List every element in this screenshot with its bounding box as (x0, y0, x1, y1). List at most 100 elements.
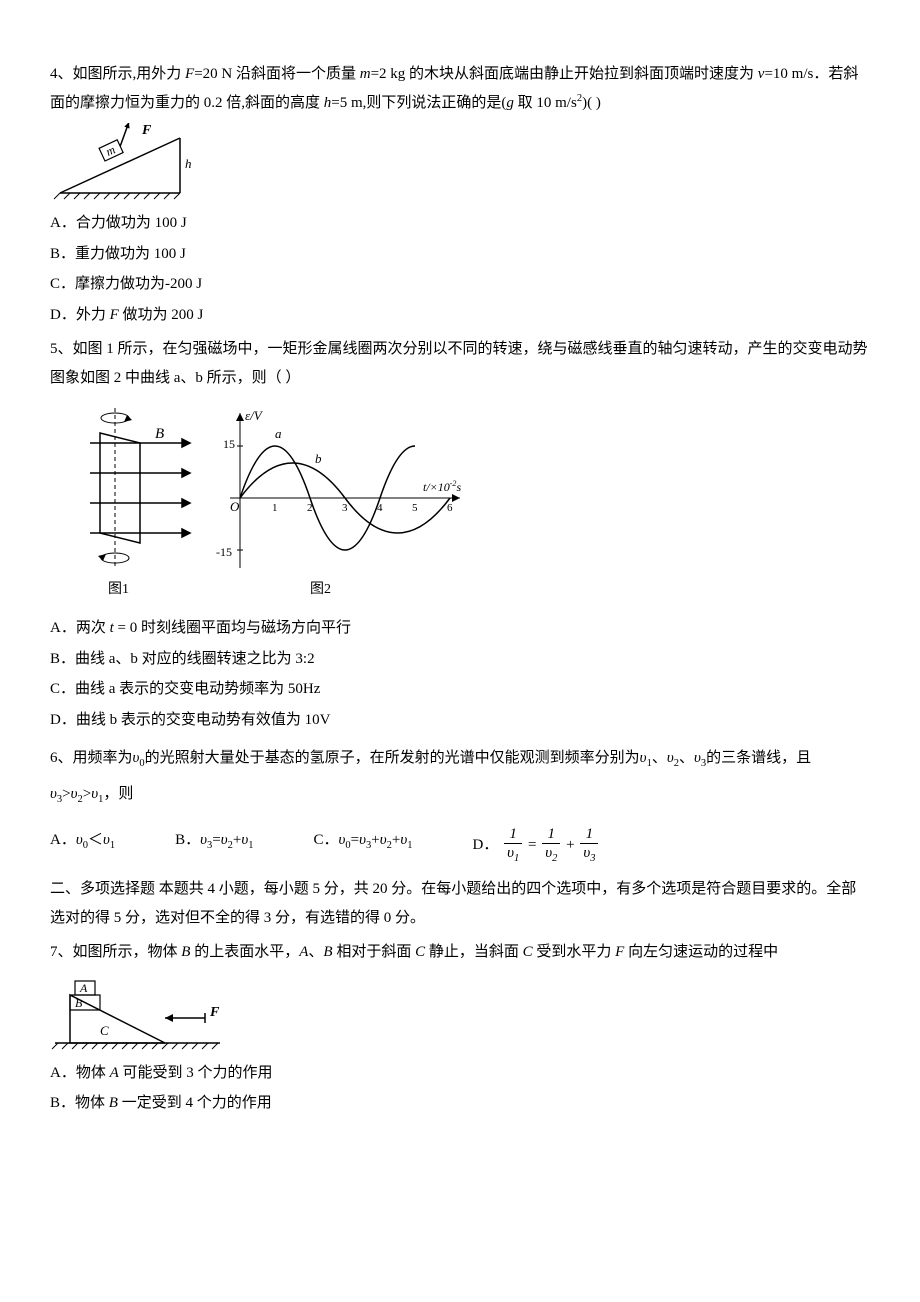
text: A．两次 (50, 620, 110, 636)
text: = 0 时刻线圈平面均与磁场方向平行 (114, 620, 351, 636)
option-D: D．曲线 b 表示的交变电动势有效值为 10V (50, 706, 870, 735)
text: 相对于斜面 (333, 944, 416, 960)
den: υ3 (580, 844, 598, 866)
text: 取 10 m/s (514, 95, 577, 111)
svg-text:B: B (155, 426, 164, 442)
var: υ (640, 750, 647, 766)
option-B: B．曲线 a、b 对应的线圈转速之比为 3:2 (50, 645, 870, 674)
svg-text:-15: -15 (216, 545, 232, 559)
text: D．外力 (50, 307, 110, 323)
svg-text:5: 5 (412, 502, 418, 514)
var: υ (50, 786, 57, 802)
text: )( ) (582, 95, 601, 111)
svg-text:6: 6 (447, 502, 453, 514)
svg-text:F: F (209, 1005, 220, 1020)
text: A． (50, 832, 76, 848)
question-4: 4、如图所示,用外力 F=20 N 沿斜面将一个质量 m=2 kg 的木块从斜面… (50, 60, 870, 329)
text: D． (473, 837, 499, 853)
q7-stem: 7、如图所示，物体 B 的上表面水平，A、B 相对于斜面 C 静止，当斜面 C … (50, 938, 870, 967)
option-C: C．曲线 a 表示的交变电动势频率为 50Hz (50, 675, 870, 704)
text: 7、如图所示，物体 (50, 944, 181, 960)
text: > (83, 786, 91, 802)
var: υ (103, 832, 110, 848)
option-C: C．υ0=υ3+υ2+υ1 (314, 826, 413, 865)
var: υ (76, 832, 83, 848)
svg-text:A: A (79, 981, 88, 995)
var: υ (71, 786, 78, 802)
option-D: D． 1υ1 = 1υ2 + 1υ3 (473, 826, 601, 865)
text: 一定受到 4 个力的作用 (118, 1095, 272, 1111)
option-D: D．外力 F 做功为 200 J (50, 301, 870, 330)
var-m: m (360, 66, 371, 82)
option-A: A．υ0＜υ1 (50, 826, 115, 865)
question-5: 5、如图 1 所示，在匀强磁场中，一矩形金属线圈两次分别以不同的转速，绕与磁感线… (50, 335, 870, 734)
var: υ (200, 832, 207, 848)
var: B (109, 1095, 118, 1111)
svg-text:t/×10-2s: t/×10-2s (423, 479, 461, 494)
rel: ＜ (88, 832, 103, 848)
text: 做功为 200 J (119, 307, 204, 323)
q5-options: A．两次 t = 0 时刻线圈平面均与磁场方向平行 B．曲线 a、b 对应的线圈… (50, 614, 870, 734)
svg-text:C: C (100, 1023, 109, 1038)
num: 1 (542, 826, 560, 844)
q4-figure: m F h (50, 123, 870, 203)
text: =20 N 沿斜面将一个质量 (194, 66, 360, 82)
q5-stem: 5、如图 1 所示，在匀强磁场中，一矩形金属线圈两次分别以不同的转速，绕与磁感线… (50, 335, 870, 392)
text: 向左匀速运动的过程中 (624, 944, 778, 960)
svg-text:2: 2 (307, 502, 313, 514)
eq: = (528, 837, 536, 853)
eq: = (351, 832, 359, 848)
var: C (523, 944, 533, 960)
q4-stem: 4、如图所示,用外力 F=20 N 沿斜面将一个质量 m=2 kg 的木块从斜面… (50, 60, 870, 117)
text: =2 kg 的木块从斜面底端由静止开始拉到斜面顶端时速度为 (371, 66, 758, 82)
var: υ (221, 832, 228, 848)
q4-options: A．合力做功为 100 J B．重力做功为 100 J C．摩擦力做功为-200… (50, 209, 870, 329)
text: A．物体 (50, 1065, 110, 1081)
q7-options: A．物体 A 可能受到 3 个力的作用 B．物体 B 一定受到 4 个力的作用 (50, 1059, 870, 1118)
var: υ (694, 750, 701, 766)
text: C． (314, 832, 339, 848)
text: > (62, 786, 70, 802)
question-7: 7、如图所示，物体 B 的上表面水平，A、B 相对于斜面 C 静止，当斜面 C … (50, 938, 870, 1118)
q6-stem: 6、用频率为υ0的光照射大量处于基态的氢原子，在所发射的光谱中仅能观测到频率分别… (50, 740, 870, 812)
option-A: A．物体 A 可能受到 3 个力的作用 (50, 1059, 870, 1088)
num: 1 (580, 826, 598, 844)
svg-text:ε/V: ε/V (245, 408, 264, 423)
text: 、 (308, 944, 323, 960)
text: B． (175, 832, 200, 848)
var: υ (359, 832, 366, 848)
eq: = (212, 832, 220, 848)
text: 受到水平力 (533, 944, 616, 960)
section-2-heading: 二、多项选择题 本题共 4 小题，每小题 5 分，共 20 分。在每小题给出的四… (50, 875, 870, 932)
var-F: F (185, 66, 194, 82)
var: υ (667, 750, 674, 766)
label-h: h (185, 156, 192, 171)
text: B．物体 (50, 1095, 109, 1111)
var: A (299, 944, 308, 960)
svg-text:O: O (230, 499, 240, 514)
den: υ2 (542, 844, 560, 866)
option-A: A．合力做功为 100 J (50, 209, 870, 238)
text: 静止，当斜面 (425, 944, 523, 960)
text: 、 (652, 750, 667, 766)
text: 、 (679, 750, 694, 766)
option-B: B．υ3=υ2+υ1 (175, 826, 253, 865)
var-F: F (110, 307, 119, 323)
option-C: C．摩擦力做功为-200 J (50, 270, 870, 299)
var: F (615, 944, 624, 960)
text: 的三条谱线，且 (706, 750, 811, 766)
q5-figure: B 图1 ε/V 15 -15 O a b (50, 398, 870, 608)
svg-text:图2: 图2 (310, 582, 331, 597)
text: 可能受到 3 个力的作用 (119, 1065, 273, 1081)
svg-text:b: b (315, 451, 322, 466)
question-6: 6、用频率为υ0的光照射大量处于基态的氢原子，在所发射的光谱中仅能观测到频率分别… (50, 740, 870, 865)
var: B (323, 944, 332, 960)
svg-text:B: B (75, 996, 83, 1010)
text: 的上表面水平， (190, 944, 299, 960)
q6-options: A．υ0＜υ1 B．υ3=υ2+υ1 C．υ0=υ3+υ2+υ1 D． 1υ1 … (50, 826, 870, 865)
option-A: A．两次 t = 0 时刻线圈平面均与磁场方向平行 (50, 614, 870, 643)
var: A (110, 1065, 119, 1081)
svg-text:4: 4 (377, 502, 383, 514)
svg-text:a: a (275, 426, 282, 441)
den: υ1 (504, 844, 522, 866)
